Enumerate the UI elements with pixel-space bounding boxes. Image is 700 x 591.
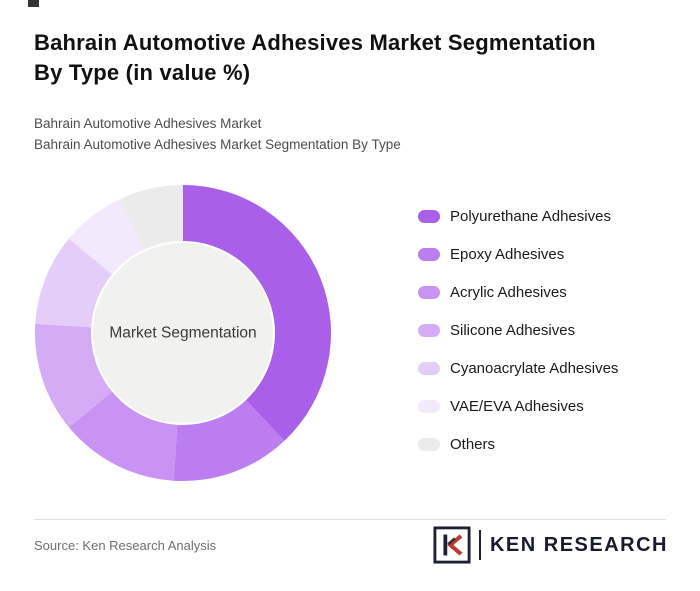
legend-label: Silicone Adhesives [450, 321, 576, 339]
legend-item: Cyanoacrylate Adhesives [418, 357, 618, 379]
donut-center-label: Market Segmentation [109, 325, 256, 342]
donut-center-circle [93, 243, 273, 423]
legend-item: Others [418, 433, 618, 455]
footer-divider [34, 519, 666, 520]
legend-label: Epoxy Adhesives [450, 245, 565, 263]
subtitle-line1: Bahrain Automotive Adhesives Market [34, 116, 262, 131]
ken-research-k-icon [433, 526, 471, 564]
chart-legend: Polyurethane Adhesives Epoxy Adhesives Acr… [418, 205, 618, 471]
source-text: Source: Ken Research Analysis [34, 538, 217, 553]
legend-swatch [418, 361, 440, 375]
legend-swatch [418, 247, 440, 261]
legend-item: VAE/EVA Adhesives [418, 395, 618, 417]
donut-slice-5 [68, 199, 144, 275]
legend-swatch [418, 323, 440, 337]
legend-label: Polyurethane Adhesives [450, 207, 611, 225]
legend-item: Epoxy Adhesives [418, 243, 618, 265]
donut-chart-svg: Market Segmentation [35, 185, 332, 481]
donut-slice-4 [35, 238, 113, 328]
legend-swatch [418, 437, 440, 451]
donut-slice-6 [119, 185, 183, 250]
ken-research-logo: KEN RESEARCH [433, 524, 668, 566]
page-subtitle: Bahrain Automotive Adhesives Market Bahr… [34, 113, 674, 155]
legend-swatch [418, 209, 440, 223]
legend-label: Acrylic Adhesives [450, 283, 567, 301]
legend-item: Polyurethane Adhesives [418, 205, 618, 227]
corner-mark [28, 0, 39, 7]
donut-chart: Market Segmentation [33, 183, 333, 483]
brand-name: KEN RESEARCH [489, 533, 668, 556]
legend-swatch [418, 285, 440, 299]
page-title-line2: By Type (in value %) [34, 60, 251, 85]
page-title: Bahrain Automotive Adhesives Market Segm… [34, 28, 674, 88]
logo-divider [478, 530, 481, 560]
legend-label: VAE/EVA Adhesives [450, 397, 584, 415]
legend-item: Acrylic Adhesives [418, 281, 618, 303]
donut-slice-3 [35, 323, 113, 428]
legend-label: Others [450, 435, 496, 453]
legend-label: Cyanoacrylate Adhesives [450, 359, 619, 377]
legend-swatch [418, 399, 440, 413]
donut-slice-1 [173, 400, 285, 481]
page-title-line1: Bahrain Automotive Adhesives Market Segm… [34, 30, 596, 55]
subtitle-line2: Bahrain Automotive Adhesives Market Segm… [34, 137, 401, 152]
legend-item: Silicone Adhesives [418, 319, 618, 341]
donut-slice-0 [183, 185, 332, 441]
donut-slice-2 [68, 391, 178, 481]
